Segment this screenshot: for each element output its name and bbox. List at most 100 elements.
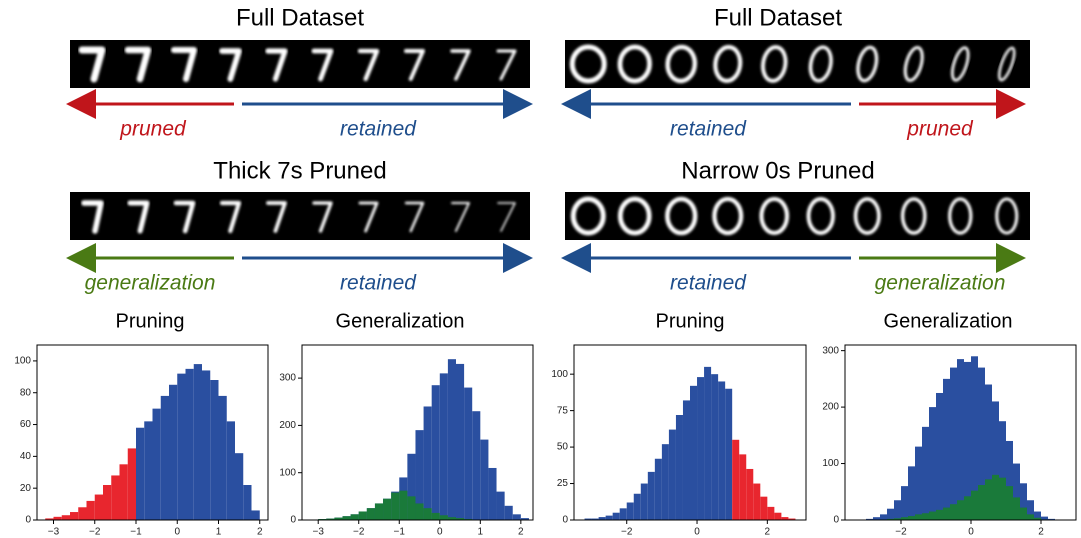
histogram-bar	[661, 444, 669, 520]
histogram-bar	[936, 392, 943, 520]
arrow-label: retained	[670, 118, 747, 141]
panel-title: Thick 7s Pruned	[213, 157, 386, 184]
histogram-bar	[415, 430, 424, 520]
histogram-bar	[374, 503, 384, 520]
histogram-bar	[626, 502, 634, 520]
digit	[358, 201, 379, 233]
digit	[903, 45, 924, 83]
histogram-bar	[675, 415, 683, 520]
histogram-bar	[901, 486, 908, 520]
histogram-bar	[929, 407, 936, 520]
histogram-bar	[704, 366, 712, 520]
digit	[948, 197, 973, 235]
digit	[311, 48, 334, 82]
histogram-bar	[654, 458, 662, 520]
histogram-bar	[78, 507, 87, 520]
histogram-bar	[456, 518, 465, 520]
histogram-bar	[350, 514, 359, 520]
digit	[856, 45, 879, 83]
x-tick-label: 2	[518, 527, 524, 538]
histogram-bar	[922, 426, 929, 520]
plot-frame	[844, 344, 1077, 521]
histogram-bar	[964, 361, 971, 520]
histogram-bar	[251, 510, 260, 520]
arrow-label: retained	[670, 272, 747, 295]
digit	[713, 44, 743, 84]
histogram-bar	[992, 474, 999, 520]
y-tick-label: 0	[833, 515, 839, 526]
histogram-bar	[342, 516, 351, 520]
y-tick-label: 100	[822, 458, 839, 469]
histogram-bar	[943, 378, 950, 520]
arrow-label: retained	[340, 118, 417, 141]
histogram-bar	[193, 364, 202, 520]
digit	[496, 49, 517, 81]
x-tick-label: −2	[89, 527, 101, 538]
digit	[617, 196, 652, 236]
histogram-bar	[1006, 440, 1013, 520]
histogram-bar	[391, 492, 400, 520]
histogram-bar	[160, 395, 169, 520]
y-tick-label: 300	[279, 373, 296, 384]
digit	[761, 45, 788, 83]
digit	[759, 196, 790, 236]
histogram-bar	[136, 427, 145, 520]
histogram-bar	[950, 504, 957, 520]
histogram-bar	[894, 518, 901, 520]
x-tick-label: −3	[48, 527, 60, 538]
histogram-bar	[496, 491, 505, 520]
x-tick-label: 0	[437, 527, 443, 538]
histogram-bar	[753, 483, 761, 520]
histogram-bar	[439, 515, 448, 520]
histogram-title: Generalization	[336, 310, 465, 332]
histogram-bar	[887, 508, 894, 520]
histogram-bar	[718, 381, 726, 520]
histogram-bar	[185, 368, 194, 520]
histogram-bar	[908, 516, 915, 520]
histogram-bar	[901, 517, 908, 520]
histogram-bar	[943, 507, 950, 520]
histogram-bar	[53, 516, 62, 520]
histogram-bar	[1041, 516, 1048, 520]
y-tick-label: 200	[822, 402, 839, 413]
histogram-bar	[488, 467, 497, 520]
histogram-bar	[682, 400, 690, 520]
histogram-bar	[880, 514, 887, 520]
histogram-bar	[668, 429, 676, 520]
histogram-bar	[94, 494, 103, 520]
histogram-bar	[226, 421, 235, 520]
digit	[173, 200, 196, 234]
histogram-bar	[447, 517, 456, 520]
histogram-bar	[767, 506, 775, 520]
digit	[950, 46, 970, 82]
digit	[665, 196, 698, 236]
histogram-bar	[936, 509, 943, 520]
digit	[450, 49, 471, 81]
histogram-bar	[326, 518, 335, 520]
y-tick-label: 0	[290, 515, 296, 526]
digit	[404, 201, 425, 233]
histogram-bar	[584, 518, 592, 520]
x-tick-label: 2	[257, 527, 263, 538]
histogram-bar	[111, 475, 120, 520]
histogram-bar	[999, 421, 1006, 520]
histogram-bar	[873, 517, 880, 520]
histogram-bar	[218, 395, 227, 520]
y-tick-label: 75	[557, 405, 569, 416]
plot-frame	[301, 344, 534, 521]
digit	[570, 196, 606, 236]
histogram-bar	[725, 388, 733, 520]
histogram-bar	[45, 518, 54, 520]
x-tick-label: −1	[394, 527, 406, 538]
histogram-bar	[334, 517, 343, 520]
histogram-bar	[985, 384, 992, 520]
histogram-bar	[619, 508, 627, 520]
digit	[808, 45, 833, 83]
histogram-bar	[1034, 511, 1041, 520]
histogram-bar	[1013, 497, 1020, 520]
histogram-bar	[103, 485, 112, 520]
histogram-bar	[1027, 500, 1034, 520]
y-tick-label: 50	[557, 442, 569, 453]
histogram-bar	[1013, 463, 1020, 520]
histogram-bar	[431, 385, 440, 520]
